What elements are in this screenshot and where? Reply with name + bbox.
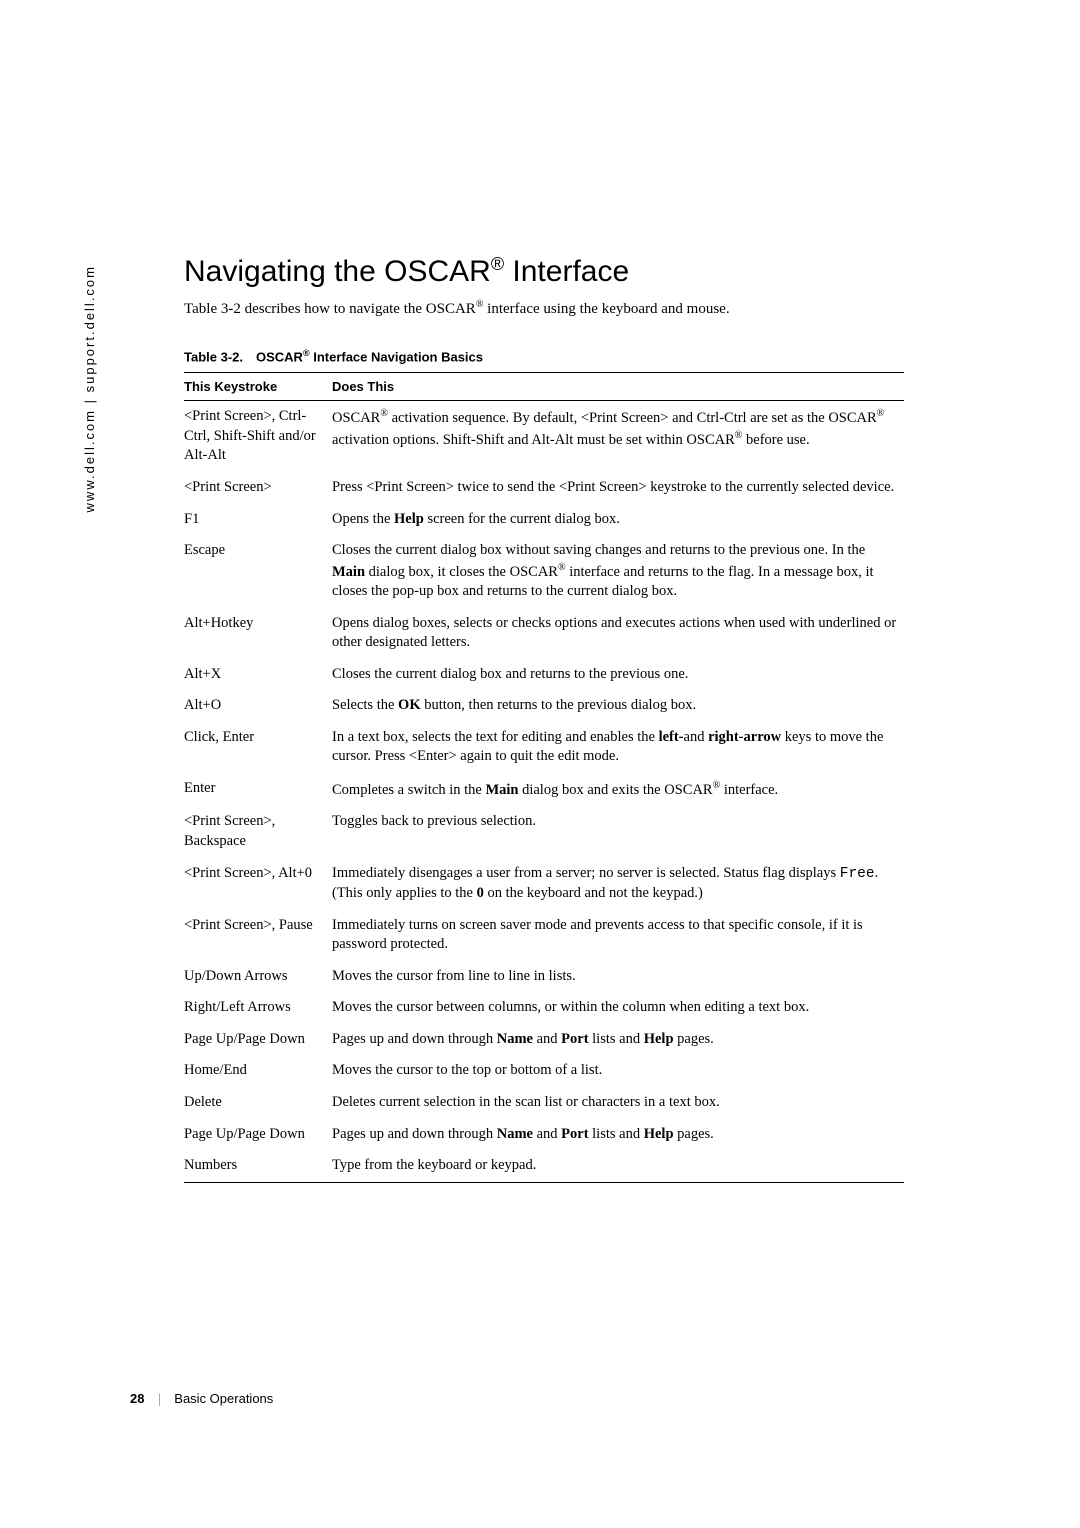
- description-cell: Immediately disengages a user from a ser…: [332, 858, 904, 910]
- description-cell: Opens the Help screen for the current di…: [332, 504, 904, 536]
- description-cell: In a text box, selects the text for edit…: [332, 722, 904, 773]
- heading-post: Interface: [504, 255, 629, 288]
- keystroke-cell: Alt+X: [184, 659, 332, 691]
- description-cell: Completes a switch in the Main dialog bo…: [332, 773, 904, 806]
- table-row: <Print Screen>Press <Print Screen> twice…: [184, 472, 904, 504]
- description-cell: Toggles back to previous selection.: [332, 806, 904, 857]
- keystroke-cell: <Print Screen>: [184, 472, 332, 504]
- table-row: EnterCompletes a switch in the Main dial…: [184, 773, 904, 806]
- description-cell: Pages up and down through Name and Port …: [332, 1119, 904, 1151]
- keystroke-cell: <Print Screen>, Alt+0: [184, 858, 332, 910]
- description-cell: Moves the cursor from line to line in li…: [332, 961, 904, 993]
- table-row: DeleteDeletes current selection in the s…: [184, 1087, 904, 1119]
- description-cell: Press <Print Screen> twice to send the <…: [332, 472, 904, 504]
- reg-mark: ®: [303, 348, 310, 358]
- caption-post: Interface Navigation Basics: [310, 349, 483, 364]
- keystroke-cell: <Print Screen>, Pause: [184, 910, 332, 961]
- table-row: Up/Down ArrowsMoves the cursor from line…: [184, 961, 904, 993]
- table-row: Alt+HotkeyOpens dialog boxes, selects or…: [184, 608, 904, 659]
- page-content: Navigating the OSCAR® Interface Table 3-…: [184, 254, 904, 1183]
- intro-paragraph: Table 3-2 describes how to navigate the …: [184, 299, 904, 318]
- keystroke-cell: Alt+O: [184, 690, 332, 722]
- table-row: Click, EnterIn a text box, selects the t…: [184, 722, 904, 773]
- table-row: Home/EndMoves the cursor to the top or b…: [184, 1055, 904, 1087]
- table-row: <Print Screen>, Ctrl-Ctrl, Shift-Shift a…: [184, 401, 904, 472]
- col-header-keystroke: This Keystroke: [184, 373, 332, 401]
- keystroke-cell: F1: [184, 504, 332, 536]
- navigation-table: This Keystroke Does This <Print Screen>,…: [184, 372, 904, 1182]
- keystroke-cell: Delete: [184, 1087, 332, 1119]
- description-cell: OSCAR® activation sequence. By default, …: [332, 401, 904, 472]
- keystroke-cell: Page Up/Page Down: [184, 1119, 332, 1151]
- table-row: F1Opens the Help screen for the current …: [184, 504, 904, 536]
- col-header-does-this: Does This: [332, 373, 904, 401]
- table-row: Page Up/Page DownPages up and down throu…: [184, 1024, 904, 1056]
- table-row: EscapeCloses the current dialog box with…: [184, 535, 904, 608]
- table-row: <Print Screen>, Alt+0Immediately disenga…: [184, 858, 904, 910]
- description-cell: Pages up and down through Name and Port …: [332, 1024, 904, 1056]
- heading-pre: Navigating the OSCAR: [184, 255, 491, 288]
- keystroke-cell: Numbers: [184, 1150, 332, 1182]
- sidebar-url: www.dell.com | support.dell.com: [82, 265, 97, 512]
- page-number: 28: [130, 1391, 144, 1406]
- footer-section: Basic Operations: [174, 1391, 273, 1406]
- description-cell: Moves the cursor between columns, or wit…: [332, 992, 904, 1024]
- keystroke-cell: Right/Left Arrows: [184, 992, 332, 1024]
- table-header-row: This Keystroke Does This: [184, 373, 904, 401]
- keystroke-cell: Up/Down Arrows: [184, 961, 332, 993]
- table-row: Page Up/Page DownPages up and down throu…: [184, 1119, 904, 1151]
- table-row: <Print Screen>, PauseImmediately turns o…: [184, 910, 904, 961]
- caption-pre: Table 3-2. OSCAR: [184, 349, 303, 364]
- reg-mark: ®: [491, 254, 504, 274]
- intro-pre: Table 3-2 describes how to navigate the …: [184, 301, 476, 317]
- keystroke-cell: Escape: [184, 535, 332, 608]
- description-cell: Selects the OK button, then returns to t…: [332, 690, 904, 722]
- description-cell: Immediately turns on screen saver mode a…: [332, 910, 904, 961]
- table-row: Right/Left ArrowsMoves the cursor betwee…: [184, 992, 904, 1024]
- description-cell: Opens dialog boxes, selects or checks op…: [332, 608, 904, 659]
- keystroke-cell: <Print Screen>, Ctrl-Ctrl, Shift-Shift a…: [184, 401, 332, 472]
- table-row: Alt+OSelects the OK button, then returns…: [184, 690, 904, 722]
- table-row: Alt+XCloses the current dialog box and r…: [184, 659, 904, 691]
- keystroke-cell: Page Up/Page Down: [184, 1024, 332, 1056]
- table-row: NumbersType from the keyboard or keypad.: [184, 1150, 904, 1182]
- description-cell: Closes the current dialog box without sa…: [332, 535, 904, 608]
- description-cell: Moves the cursor to the top or bottom of…: [332, 1055, 904, 1087]
- description-cell: Type from the keyboard or keypad.: [332, 1150, 904, 1182]
- keystroke-cell: Enter: [184, 773, 332, 806]
- page-heading: Navigating the OSCAR® Interface: [184, 254, 904, 289]
- table-caption: Table 3-2. OSCAR® Interface Navigation B…: [184, 348, 904, 364]
- keystroke-cell: Home/End: [184, 1055, 332, 1087]
- keystroke-cell: Click, Enter: [184, 722, 332, 773]
- description-cell: Closes the current dialog box and return…: [332, 659, 904, 691]
- page-footer: 28 | Basic Operations: [130, 1391, 273, 1408]
- description-cell: Deletes current selection in the scan li…: [332, 1087, 904, 1119]
- intro-post: interface using the keyboard and mouse.: [483, 301, 729, 317]
- table-row: <Print Screen>, BackspaceToggles back to…: [184, 806, 904, 857]
- keystroke-cell: Alt+Hotkey: [184, 608, 332, 659]
- footer-divider: |: [158, 1392, 161, 1407]
- keystroke-cell: <Print Screen>, Backspace: [184, 806, 332, 857]
